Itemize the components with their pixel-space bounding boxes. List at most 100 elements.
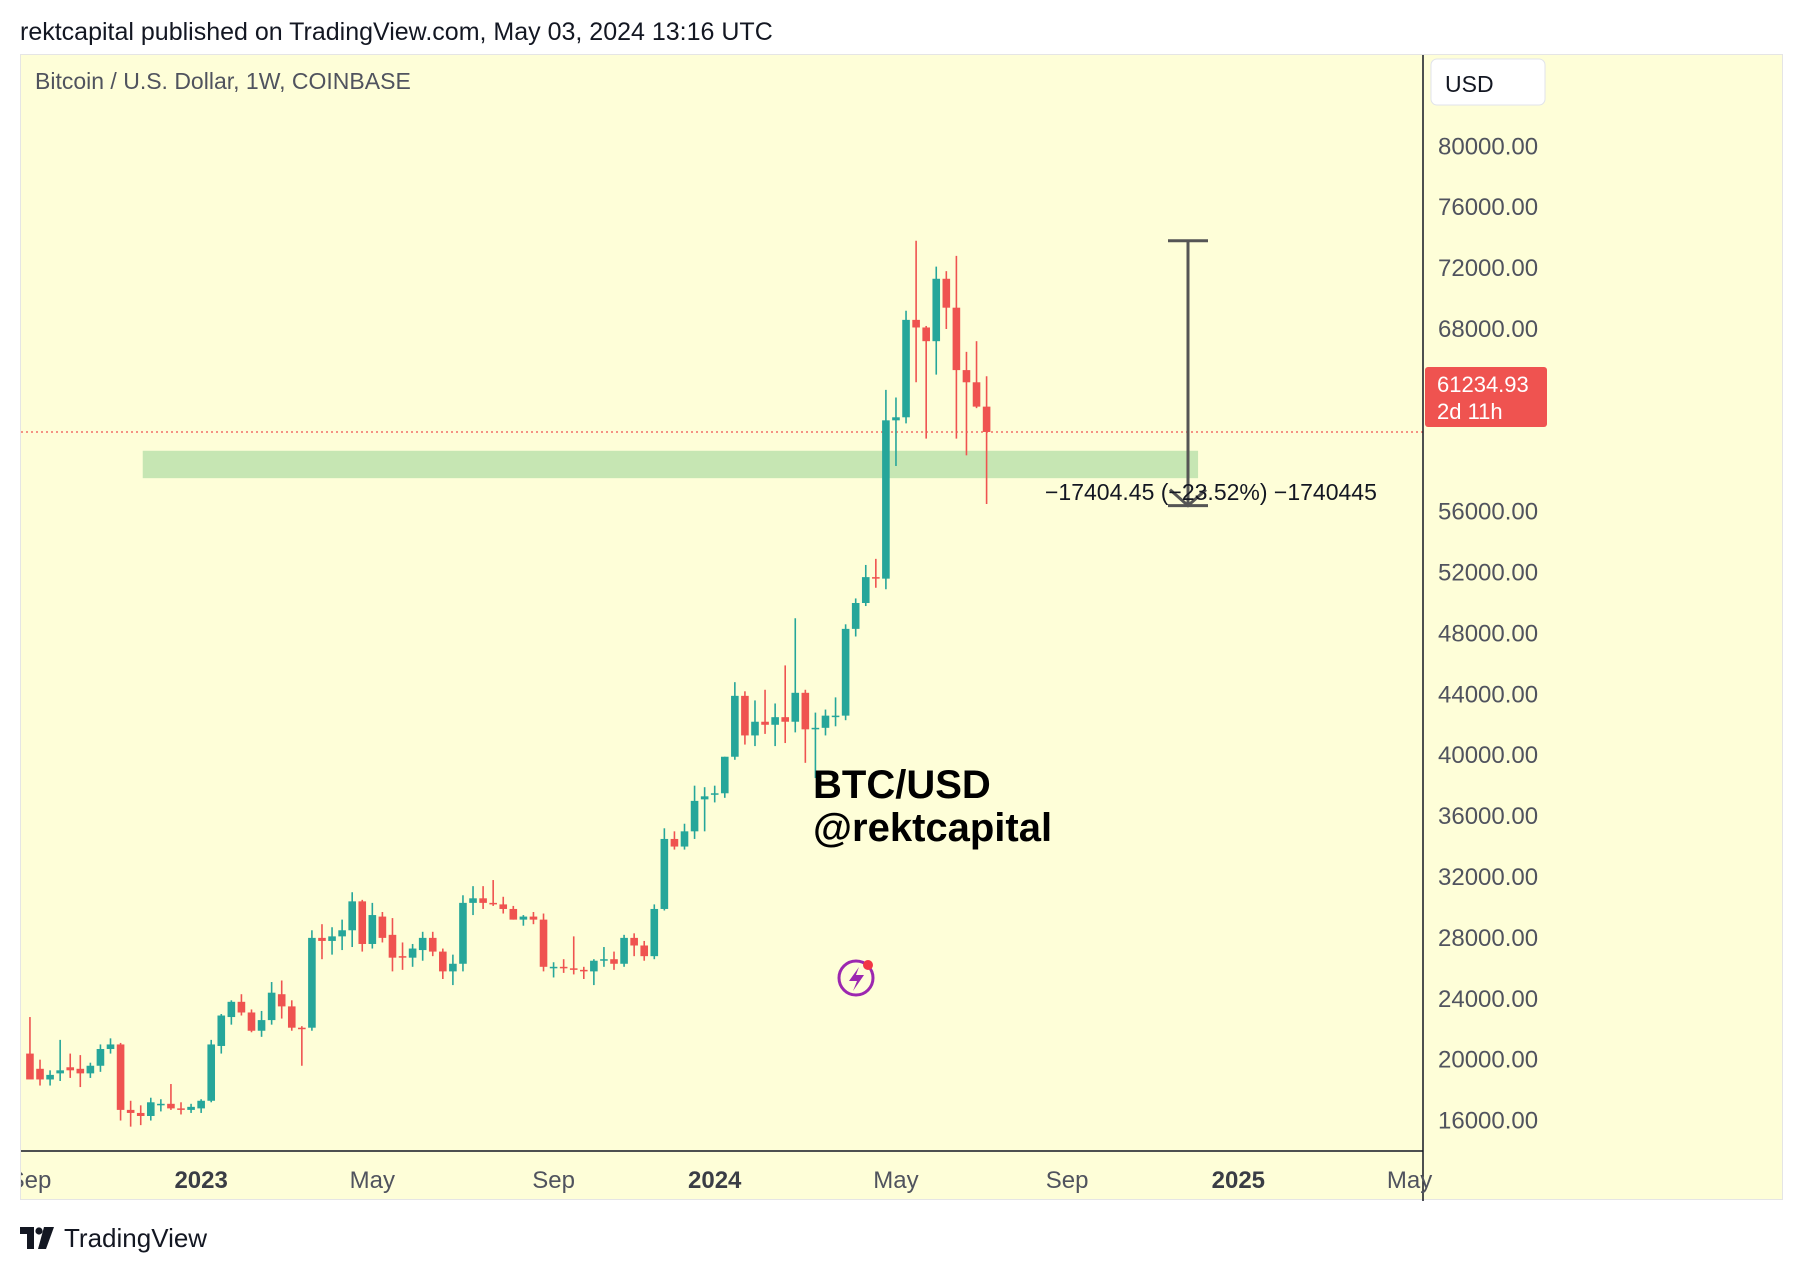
x-tick-label: 2024 <box>688 1167 742 1194</box>
candle <box>136 1105 145 1126</box>
chart-frame[interactable]: 80000.0076000.0072000.0068000.0064000.00… <box>20 54 1784 1201</box>
candle-body <box>741 695 749 736</box>
candle <box>66 1053 75 1078</box>
candle-body <box>720 756 729 794</box>
candle-body <box>459 902 467 964</box>
candle <box>882 389 890 590</box>
candle-body <box>338 930 346 937</box>
candle <box>982 376 991 505</box>
y-tick-label: 56000.00 <box>1438 499 1538 526</box>
candle <box>872 558 880 588</box>
events-lightning-icon[interactable] <box>837 959 875 997</box>
candle <box>851 598 860 637</box>
candle <box>257 1010 266 1037</box>
candle <box>76 1055 85 1088</box>
candle <box>86 1062 95 1078</box>
candle-body <box>791 692 800 722</box>
candle <box>771 703 779 747</box>
candle-body <box>640 945 649 957</box>
candle-body <box>418 937 427 951</box>
candle <box>861 564 870 607</box>
candle <box>670 831 679 850</box>
candle <box>549 962 558 978</box>
watermark-line2: @rektcapital <box>813 806 1052 850</box>
candle <box>126 1100 135 1127</box>
candle <box>227 1000 236 1025</box>
measure-arrow[interactable] <box>1168 239 1208 508</box>
currency-button-label[interactable]: USD <box>1445 71 1494 97</box>
candle <box>26 1017 34 1080</box>
candle-body <box>781 717 789 722</box>
candle-body <box>710 793 719 795</box>
candle <box>207 1039 216 1103</box>
candle <box>167 1084 175 1110</box>
candle-body <box>298 1027 306 1030</box>
candle-body <box>962 370 971 383</box>
candle-body <box>378 916 387 938</box>
candle <box>690 785 699 839</box>
x-tick-label: May <box>1387 1167 1432 1194</box>
candle <box>439 948 447 979</box>
tradingview-logo[interactable]: TradingView <box>20 1222 207 1254</box>
y-tick-label: 76000.00 <box>1438 194 1538 221</box>
candle-body <box>26 1053 34 1080</box>
candle <box>408 943 417 967</box>
candle <box>630 933 638 957</box>
candle-body <box>539 919 548 967</box>
candle <box>720 756 729 798</box>
candle <box>237 994 246 1016</box>
candle-body <box>449 963 457 972</box>
candle-body <box>499 904 508 909</box>
tradingview-logo-icon <box>20 1227 54 1249</box>
candle-body <box>731 695 739 757</box>
candle <box>781 665 789 744</box>
candle-body <box>952 307 961 371</box>
currency-button[interactable] <box>1430 58 1546 106</box>
zone-layer <box>21 431 1423 479</box>
candle-body <box>197 1100 205 1109</box>
candle <box>418 931 427 961</box>
candle-body <box>247 1012 256 1031</box>
candle-body <box>912 319 920 328</box>
y-tick-label: 16000.00 <box>1438 1108 1538 1135</box>
candle-body <box>146 1102 155 1116</box>
candle-body <box>469 898 477 903</box>
candle <box>338 919 346 951</box>
candle-body <box>479 898 487 903</box>
tradingview-brand: TradingView <box>64 1222 208 1253</box>
candle-body <box>761 721 769 725</box>
candle-body <box>348 901 356 931</box>
x-tick-label: 2023 <box>174 1167 227 1194</box>
candle-body <box>308 937 316 1028</box>
candle <box>398 942 407 970</box>
price-chart[interactable]: 80000.0076000.0072000.0068000.0064000.00… <box>21 55 1784 1201</box>
candle-body <box>227 1001 236 1018</box>
candle-body <box>187 1106 195 1110</box>
candle-body <box>529 916 538 920</box>
candle <box>620 934 628 967</box>
x-tick-label: 2025 <box>1212 1167 1265 1194</box>
candle <box>46 1070 54 1086</box>
candle-body <box>851 603 860 629</box>
candle-body <box>902 319 910 418</box>
candle <box>449 954 457 986</box>
candle-body <box>982 406 991 432</box>
axis-layer: 80000.0076000.0072000.0068000.0064000.00… <box>21 55 1538 1201</box>
candle-body <box>700 796 709 800</box>
candle-body <box>398 956 407 958</box>
candle <box>116 1042 125 1121</box>
candle <box>821 709 830 736</box>
candle-body <box>751 721 759 736</box>
candle-body <box>136 1112 145 1116</box>
y-tick-label: 28000.00 <box>1438 925 1538 952</box>
candle-body <box>569 968 578 970</box>
candle-body <box>650 908 659 957</box>
candle-body <box>892 417 900 421</box>
candle-body <box>771 717 779 725</box>
candle-body <box>257 1020 266 1031</box>
candle <box>358 899 367 952</box>
candle-body <box>408 948 417 958</box>
candle <box>801 689 810 763</box>
candle <box>912 240 920 383</box>
candle-body <box>630 937 638 946</box>
